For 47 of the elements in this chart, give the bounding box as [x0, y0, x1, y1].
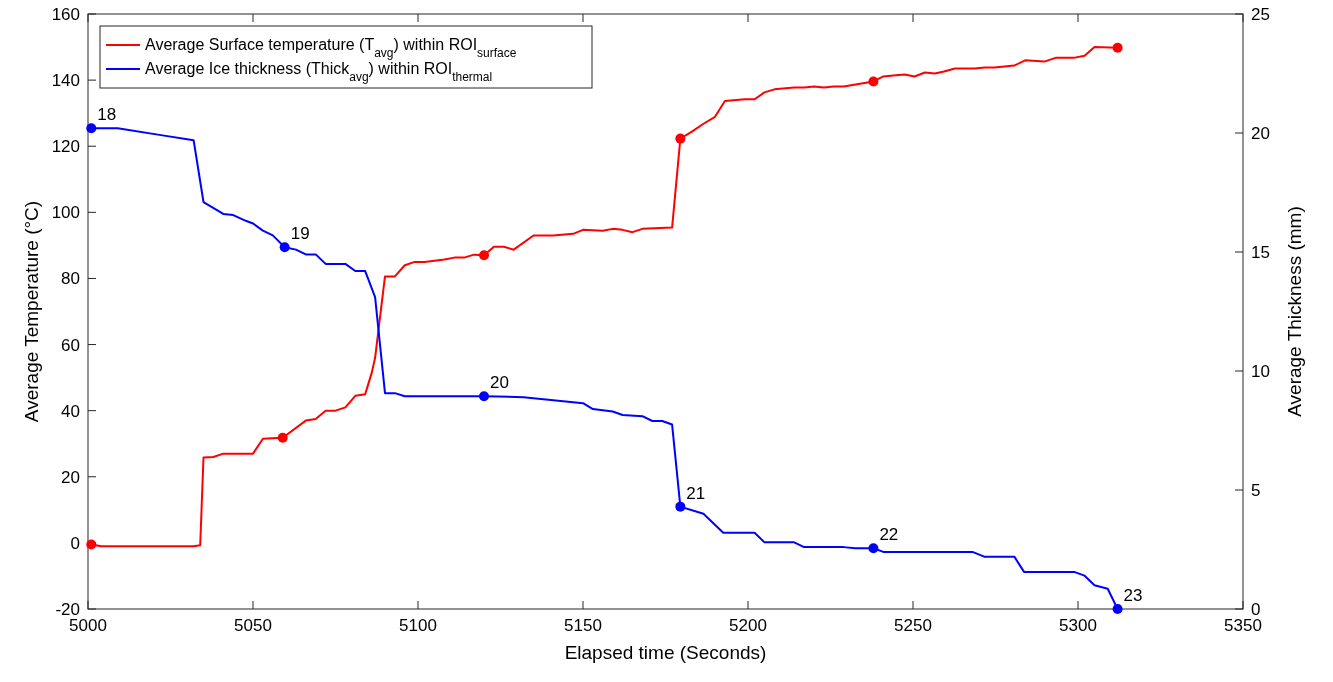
- y2-tick-label: 25: [1251, 5, 1270, 24]
- annotation: 19: [290, 224, 310, 244]
- y-tick-label: 160: [51, 5, 80, 24]
- y2-tick-label: 10: [1251, 362, 1270, 381]
- point: [868, 76, 879, 87]
- y2-tick-label: 5: [1251, 481, 1261, 500]
- y2-axis-title: Average Thickness (mm): [1284, 206, 1305, 417]
- y-tick-label: 60: [61, 335, 80, 355]
- point: [868, 543, 879, 554]
- legend-label: Average Ice thickness (Thick$_{avg}$) within ROI$_{thermal}$: [145, 60, 493, 84]
- point: [277, 432, 288, 443]
- y-tick-label: 40: [61, 401, 80, 421]
- point: [479, 391, 489, 402]
- y-tick-label: 120: [51, 137, 80, 157]
- point: [279, 242, 290, 253]
- annotation: 23: [1123, 586, 1143, 605]
- annotation: 22: [879, 525, 899, 545]
- y2-tick-label: 20: [1251, 124, 1270, 143]
- y2-tick-label: 15: [1251, 243, 1270, 262]
- point: [675, 501, 686, 512]
- x-tick-label: 5050: [234, 616, 272, 635]
- y-tick-label: 0: [70, 533, 80, 553]
- annotation: 20: [490, 373, 509, 393]
- x-tick-label: 5350: [1224, 616, 1262, 635]
- x-tick-label: 5100: [399, 616, 437, 635]
- y-tick-label: 20: [61, 467, 80, 487]
- y-tick-label: 100: [51, 203, 80, 223]
- annotation: 21: [686, 483, 706, 503]
- y2-tick-label: 0: [1251, 600, 1261, 619]
- point: [1112, 604, 1123, 614]
- annotation: 18: [97, 105, 117, 125]
- point: [479, 250, 489, 261]
- x-tick-label: 5300: [1059, 616, 1097, 635]
- x-tick-label: 5150: [564, 616, 602, 635]
- y-tick-label: 140: [51, 71, 80, 91]
- x-tick-label: 5250: [894, 616, 932, 635]
- x-tick-label: 5200: [729, 616, 767, 635]
- y-axis-title: Average Temperature (°C): [21, 200, 42, 423]
- y-tick-label: -20: [55, 600, 80, 619]
- legend-label: Average Surface temperature (T$_{avg}$) within ROI$_{surface}$: [145, 36, 517, 60]
- point: [1112, 42, 1123, 53]
- point: [86, 123, 97, 134]
- y-tick-label: 80: [61, 269, 80, 289]
- point: [86, 539, 97, 550]
- x-tick-label: 5000: [69, 616, 107, 635]
- x-axis-title: Elapsed time (Seconds): [564, 642, 767, 663]
- point: [675, 133, 686, 144]
